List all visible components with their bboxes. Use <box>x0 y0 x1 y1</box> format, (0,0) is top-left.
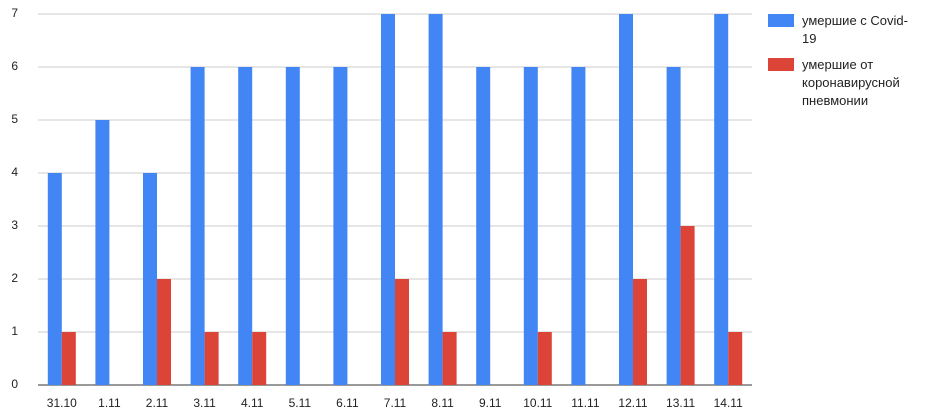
legend-label: умершие от коронавирусной пневмонии <box>802 57 900 108</box>
y-tick-label: 6 <box>11 59 18 73</box>
x-tick-label: 1.11 <box>98 396 121 410</box>
bar <box>633 279 647 385</box>
legend: умершие с Covid-19 умершие от коронавирус… <box>768 12 922 118</box>
bar <box>666 67 681 385</box>
x-tick-label: 13.11 <box>666 396 695 410</box>
bar <box>238 67 253 385</box>
bar <box>537 332 552 385</box>
y-tick-label: 1 <box>11 324 18 338</box>
x-tick-label: 3.11 <box>193 396 216 410</box>
legend-swatch <box>768 14 794 27</box>
y-tick-label: 4 <box>11 165 18 179</box>
bar <box>728 332 743 385</box>
bar <box>204 332 219 385</box>
x-tick-label: 2.11 <box>146 396 169 410</box>
bar <box>523 67 538 385</box>
bar <box>680 226 695 385</box>
bar <box>157 279 171 385</box>
bar <box>190 67 205 385</box>
x-tick-label: 14.11 <box>714 396 743 410</box>
x-tick-label: 4.11 <box>241 396 264 410</box>
bar <box>95 120 110 385</box>
x-tick-label: 31.10 <box>47 396 77 410</box>
x-tick-label: 7.11 <box>384 396 407 410</box>
x-tick-label: 5.11 <box>289 396 312 410</box>
legend-item: умершие от коронавирусной пневмонии <box>768 56 922 110</box>
bar <box>61 332 76 385</box>
bar <box>714 14 729 385</box>
x-tick-label: 8.11 <box>431 396 454 410</box>
legend-item: умершие с Covid-19 <box>768 12 922 48</box>
legend-label: умершие с Covid-19 <box>802 13 908 46</box>
bar <box>619 14 633 385</box>
x-tick-label: 11.11 <box>571 396 600 410</box>
bar <box>285 67 300 385</box>
y-tick-label: 3 <box>11 218 18 232</box>
bar <box>47 173 62 385</box>
legend-swatch <box>768 58 794 71</box>
bar <box>395 279 409 385</box>
x-tick-label: 10.11 <box>523 396 552 410</box>
bar <box>428 14 443 385</box>
y-tick-label: 7 <box>11 6 18 20</box>
y-tick-label: 0 <box>11 377 18 391</box>
y-tick-label: 2 <box>11 271 18 285</box>
x-tick-label: 12.11 <box>618 396 647 410</box>
x-tick-label: 9.11 <box>479 396 502 410</box>
bar <box>143 173 157 385</box>
bar <box>476 67 491 385</box>
bar <box>571 67 586 385</box>
bar <box>252 332 267 385</box>
bar <box>333 67 348 385</box>
bar <box>381 14 395 385</box>
bar <box>442 332 457 385</box>
x-tick-label: 6.11 <box>336 396 359 410</box>
y-tick-label: 5 <box>11 112 18 126</box>
